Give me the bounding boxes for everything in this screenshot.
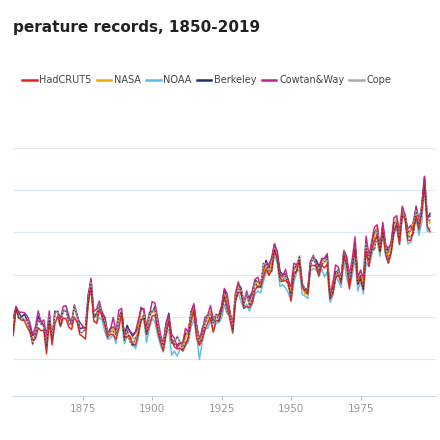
Text: perature records, 1850-2019: perature records, 1850-2019: [13, 20, 260, 35]
Legend: HadCRUT5, NASA, NOAA, Berkeley, Cowtan&Way, Cope: HadCRUT5, NASA, NOAA, Berkeley, Cowtan&W…: [18, 71, 395, 89]
